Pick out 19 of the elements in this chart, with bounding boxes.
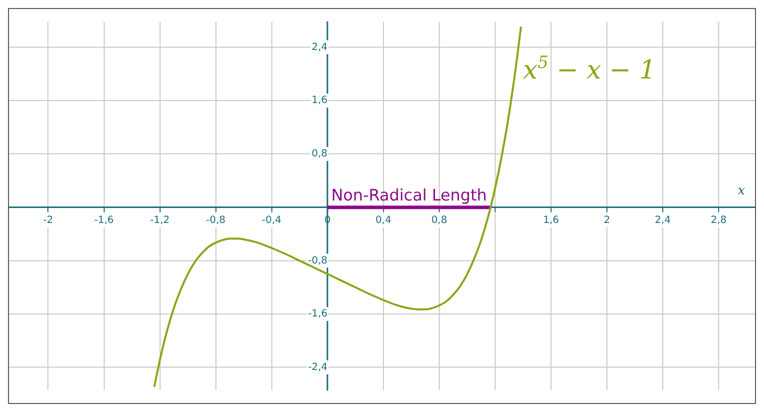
y-tick-label: 1,6 (312, 95, 328, 106)
x-tick-label: 2,8 (710, 214, 727, 226)
x-tick-label: 2,4 (654, 214, 671, 226)
x-tick-label: 1,6 (543, 214, 559, 226)
x-axis-title: x (738, 183, 746, 198)
y-tick-label: 2,4 (312, 42, 328, 53)
x-tick-label: 0,4 (375, 214, 392, 226)
y-tick-label: -2,4 (308, 362, 328, 373)
x-tick-label: -0,4 (262, 214, 282, 226)
x-tick-label: -1,2 (150, 214, 170, 226)
x-tick-label: 2 (604, 214, 610, 226)
y-tick-label: -1,6 (308, 308, 328, 320)
x-tick-label: -0,8 (206, 214, 226, 226)
y-tick-label: -0,8 (308, 255, 328, 266)
series-label: Non-Radical Length (331, 186, 487, 205)
x-tick-label: -2 (43, 214, 54, 226)
x-tick-label: 0,8 (431, 214, 448, 226)
x-tick-label: -1,6 (94, 214, 114, 226)
y-tick-label: 0,8 (312, 148, 328, 160)
